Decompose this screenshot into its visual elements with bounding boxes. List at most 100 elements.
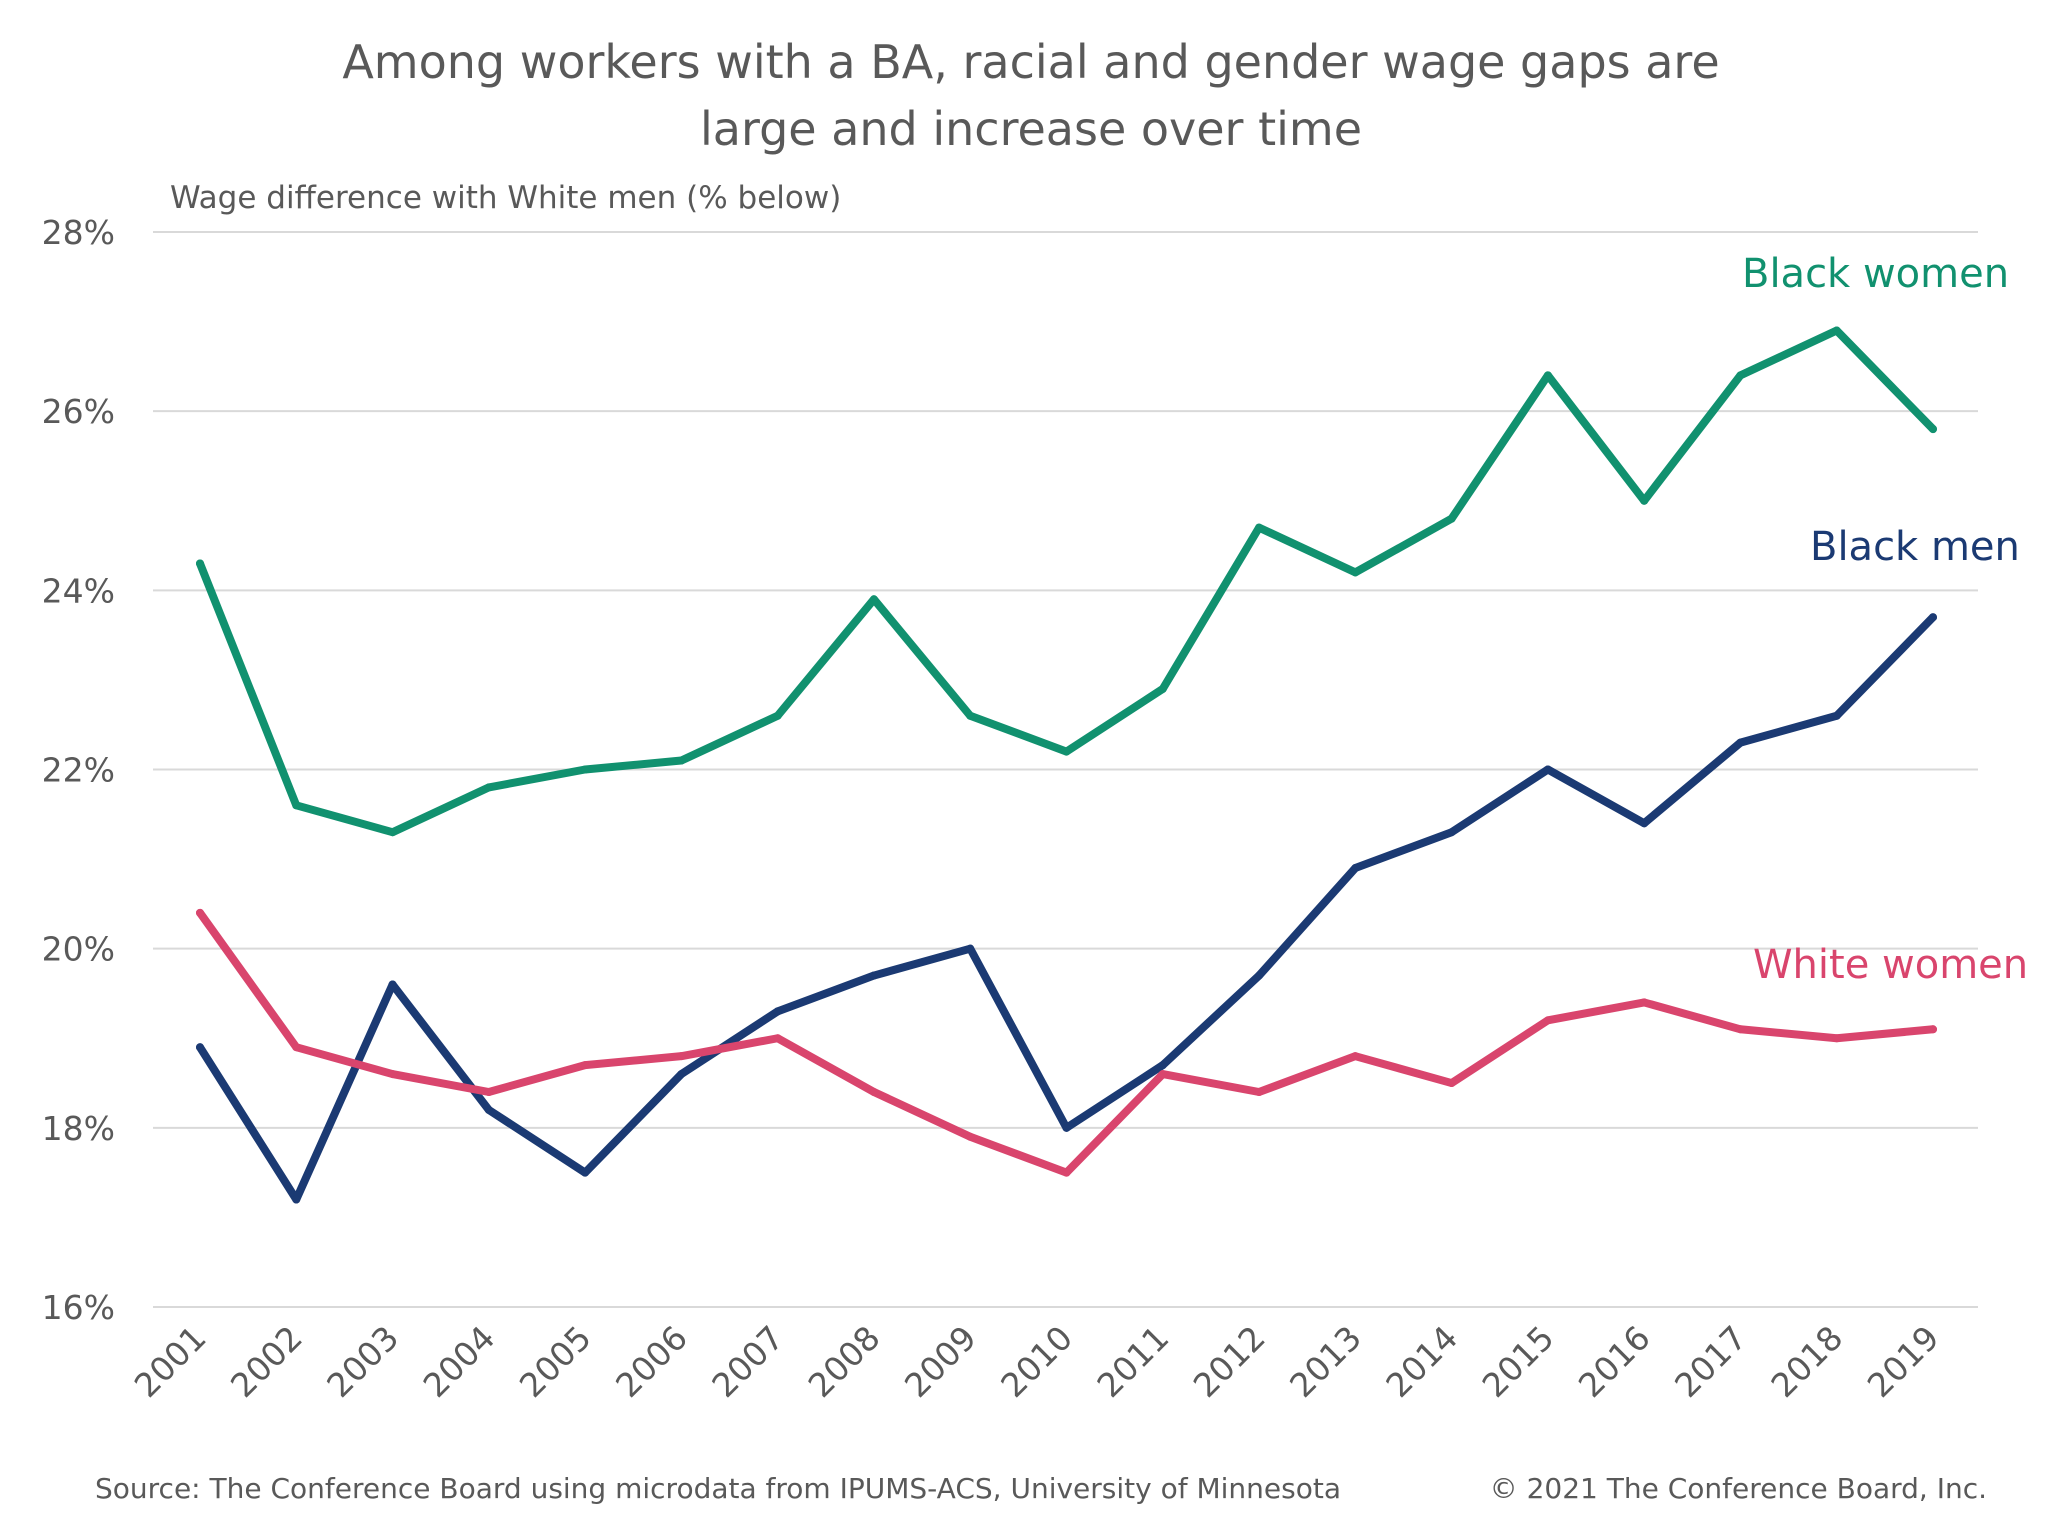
- x-tick-label: 2013: [1282, 1318, 1369, 1405]
- data-point-black-men: [1158, 1061, 1167, 1070]
- y-tick-label: 18%: [42, 1109, 115, 1148]
- series-label-black-women: Black women: [1742, 251, 2009, 297]
- data-point-black-men: [388, 980, 397, 989]
- x-tick-label: 2004: [416, 1318, 503, 1405]
- data-point-black-men: [196, 1043, 204, 1052]
- x-tick-label: 2015: [1475, 1318, 1562, 1405]
- data-point-black-men: [1351, 864, 1360, 873]
- data-point-black-women: [1543, 371, 1552, 380]
- copyright-note: © 2021 The Conference Board, Inc.: [1490, 1472, 1987, 1505]
- data-point-black-men: [966, 944, 975, 953]
- data-point-black-women: [1062, 747, 1071, 756]
- data-point-white-women: [1158, 1070, 1167, 1079]
- data-point-white-women: [1351, 1052, 1360, 1061]
- series-lines: [196, 326, 1937, 1204]
- y-tick-label: 22%: [42, 751, 115, 790]
- data-point-black-women: [1640, 496, 1649, 505]
- data-point-white-women: [1736, 1025, 1745, 1034]
- x-tick-label: 2010: [993, 1318, 1080, 1405]
- data-point-black-men: [1062, 1123, 1071, 1132]
- data-point-black-women: [1351, 568, 1360, 577]
- data-point-black-women: [677, 756, 686, 765]
- data-point-white-women: [1832, 1034, 1841, 1043]
- x-tick-label: 2011: [1089, 1318, 1176, 1405]
- data-point-white-women: [196, 908, 204, 917]
- x-tick-label: 2017: [1667, 1318, 1754, 1405]
- chart-title-line-1: Among workers with a BA, racial and gend…: [342, 35, 1719, 89]
- gridlines: [153, 231, 1978, 1308]
- y-axis-ticks: 16% 18% 20% 22% 24% 26% 28%: [42, 213, 115, 1327]
- series-line-black-women: [196, 326, 1937, 837]
- data-point-black-men: [869, 971, 878, 980]
- x-tick-label: 2002: [223, 1318, 310, 1405]
- x-axis-ticks: 2001 2002 2003 2004 2005 2006 2007 2008 2009 2010…: [127, 1318, 1947, 1405]
- x-tick-label: 2012: [1186, 1318, 1273, 1405]
- data-point-white-women: [677, 1052, 686, 1061]
- data-point-black-women: [292, 801, 301, 810]
- data-point-white-women: [292, 1043, 301, 1052]
- x-tick-label: 2019: [1860, 1318, 1947, 1405]
- data-point-white-women: [388, 1070, 397, 1079]
- data-point-black-women: [388, 828, 397, 837]
- data-point-black-men: [1832, 711, 1841, 720]
- data-point-black-men: [581, 1168, 590, 1177]
- chart-title: Among workers with a BA, racial and gend…: [342, 35, 1719, 156]
- data-point-black-men: [1255, 971, 1264, 980]
- data-point-black-men: [292, 1195, 301, 1204]
- x-tick-label: 2006: [608, 1318, 695, 1405]
- x-tick-label: 2007: [704, 1318, 791, 1405]
- data-point-black-women: [1929, 425, 1937, 434]
- chart-title-line-2: large and increase over time: [700, 102, 1362, 156]
- y-axis-label: Wage difference with White men (% below): [170, 180, 841, 216]
- data-point-white-women: [1543, 1016, 1552, 1025]
- y-tick-label: 16%: [42, 1288, 115, 1327]
- series-line-black-men: [196, 613, 1937, 1204]
- data-point-black-women: [1158, 684, 1167, 693]
- data-point-black-women: [1832, 326, 1841, 335]
- data-point-black-men: [677, 1070, 686, 1079]
- source-note: Source: The Conference Board using micro…: [95, 1472, 1341, 1505]
- data-point-white-women: [966, 1132, 975, 1141]
- y-tick-label: 24%: [42, 571, 115, 610]
- data-point-black-men: [1447, 828, 1456, 837]
- series-labels: Black women Black men White women: [1742, 251, 2028, 988]
- data-point-black-women: [581, 765, 590, 774]
- series-label-white-women: White women: [1753, 942, 2028, 988]
- data-point-black-women: [484, 783, 493, 792]
- data-point-black-women: [1255, 523, 1264, 532]
- data-point-black-men: [1640, 819, 1649, 828]
- x-tick-label: 2016: [1571, 1318, 1658, 1405]
- data-point-black-women: [966, 711, 975, 720]
- data-point-black-women: [869, 595, 878, 604]
- y-tick-label: 20%: [42, 930, 115, 969]
- data-point-white-women: [1929, 1025, 1937, 1034]
- x-tick-label: 2009: [897, 1318, 984, 1405]
- data-point-black-men: [484, 1105, 493, 1114]
- series-line-white-women: [196, 908, 1937, 1177]
- x-tick-label: 2018: [1763, 1318, 1850, 1405]
- data-point-white-women: [773, 1034, 782, 1043]
- data-point-black-men: [1543, 765, 1552, 774]
- x-tick-label: 2005: [512, 1318, 599, 1405]
- x-tick-label: 2003: [319, 1318, 406, 1405]
- data-point-black-men: [773, 1007, 782, 1016]
- x-tick-label: 2008: [801, 1318, 888, 1405]
- data-point-black-men: [1929, 613, 1937, 622]
- x-tick-label: 2001: [127, 1318, 214, 1405]
- series-label-black-men: Black men: [1810, 524, 2020, 570]
- data-point-black-women: [1447, 514, 1456, 523]
- data-point-white-women: [1640, 998, 1649, 1007]
- data-point-white-women: [1062, 1168, 1071, 1177]
- data-point-white-women: [1447, 1079, 1456, 1088]
- y-tick-label: 26%: [42, 392, 115, 431]
- x-tick-label: 2014: [1378, 1318, 1465, 1405]
- data-point-black-women: [773, 711, 782, 720]
- data-point-white-women: [581, 1061, 590, 1070]
- data-point-black-women: [196, 559, 204, 568]
- data-point-black-men: [1736, 738, 1745, 747]
- data-point-white-women: [869, 1088, 878, 1096]
- y-tick-label: 28%: [42, 213, 115, 252]
- data-point-black-women: [1736, 371, 1745, 380]
- data-point-white-women: [1255, 1088, 1264, 1096]
